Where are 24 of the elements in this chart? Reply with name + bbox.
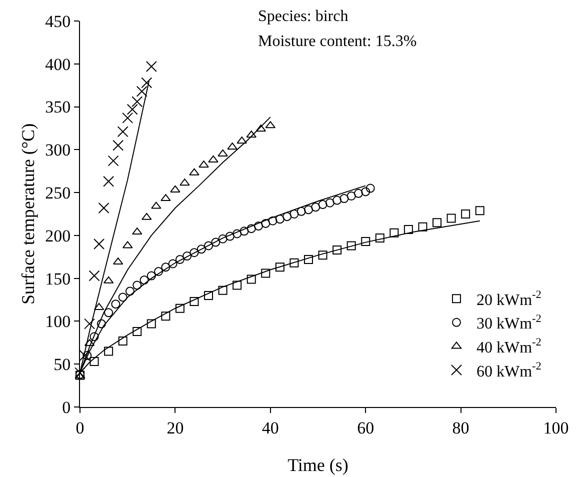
legend-label: 60 kWm$^{-2}$ (476, 360, 542, 380)
x-tick-label: 100 (543, 418, 569, 438)
x-tick-label: 60 (357, 418, 374, 438)
y-tick-label: 0 (62, 398, 71, 417)
y-axis-title: Surface temperature (°C) (18, 123, 38, 305)
y-tick-label: 450 (45, 12, 71, 31)
x-tick-label: 80 (452, 418, 470, 438)
y-tick-label: 200 (45, 226, 71, 246)
y-tick-label: 400 (45, 54, 71, 74)
x-tick-label: 40 (262, 418, 279, 438)
x-tick-label: 0 (76, 418, 84, 438)
legend-label: 40 kWm$^{-2}$ (476, 336, 542, 356)
legend-label: 20 kWm$^{-2}$ (476, 289, 542, 309)
y-tick-label: 300 (45, 140, 71, 160)
annotation: Moisture content: 15.3% (258, 33, 417, 50)
annotation: Species: birch (258, 8, 348, 25)
x-axis-title: Time (s) (288, 455, 348, 475)
y-tick-label: 100 (45, 312, 71, 332)
legend-label: 30 kWm$^{-2}$ (476, 312, 542, 333)
y-tick-label: 150 (45, 269, 71, 288)
y-tick-label: 350 (45, 98, 71, 117)
y-tick-label: 250 (45, 184, 71, 203)
x-tick-label: 20 (166, 418, 184, 438)
y-tick-label: 50 (54, 355, 71, 374)
